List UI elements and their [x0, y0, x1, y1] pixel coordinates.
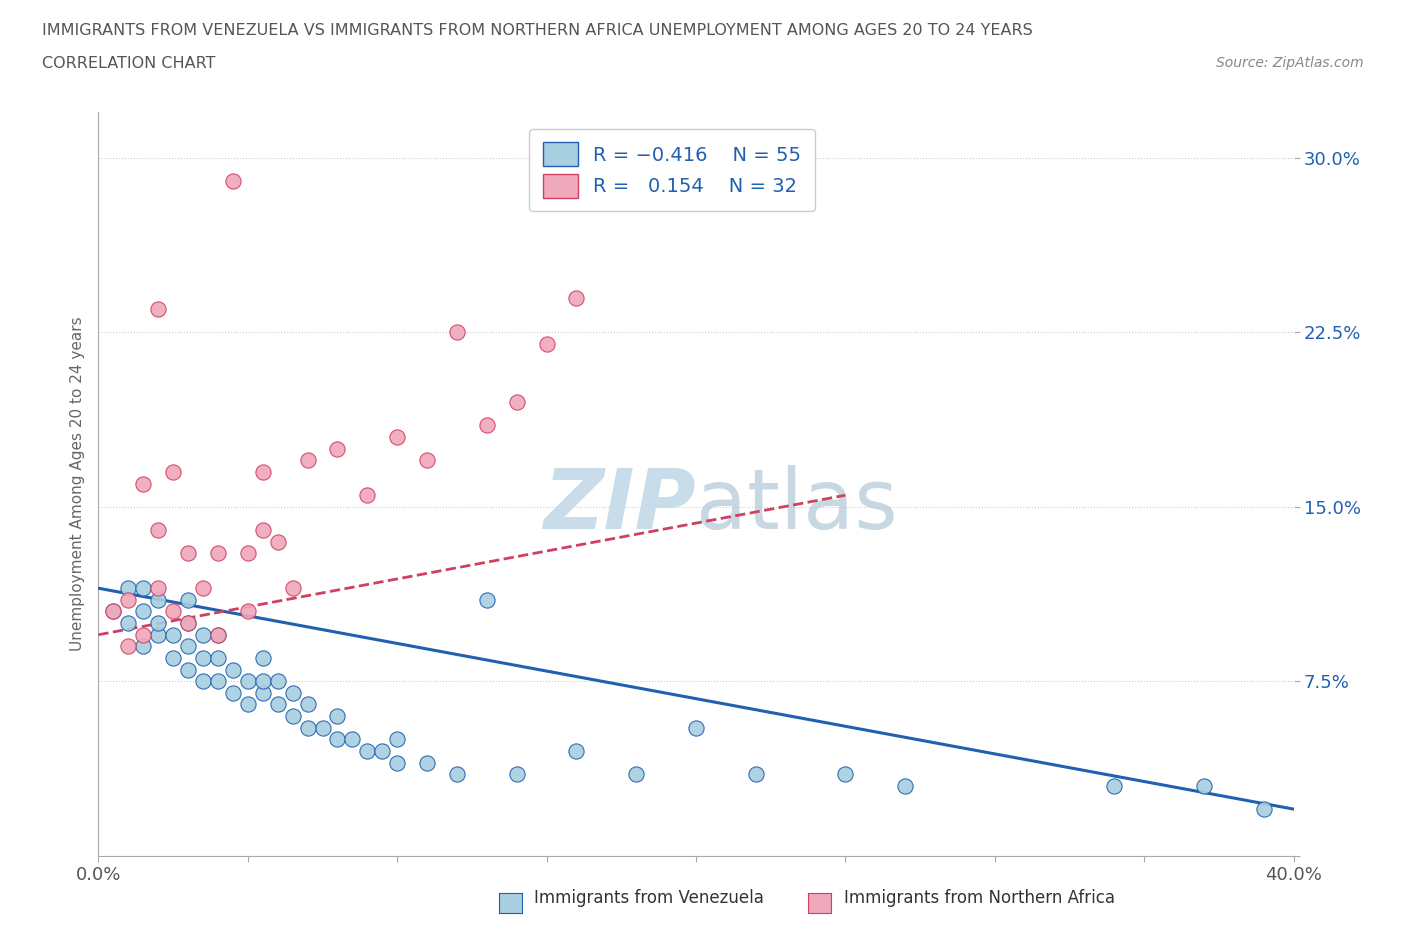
Point: [177, 616, 200, 631]
Point: [371, 744, 394, 759]
Point: [207, 673, 229, 688]
Point: [267, 698, 290, 712]
Text: CORRELATION CHART: CORRELATION CHART: [42, 56, 215, 71]
Point: [132, 476, 155, 491]
Point: [117, 592, 139, 607]
Text: IMMIGRANTS FROM VENEZUELA VS IMMIGRANTS FROM NORTHERN AFRICA UNEMPLOYMENT AMONG : IMMIGRANTS FROM VENEZUELA VS IMMIGRANTS …: [42, 23, 1033, 38]
Point: [475, 592, 498, 607]
Point: [506, 766, 529, 781]
Point: [117, 616, 139, 631]
Point: [148, 616, 170, 631]
Point: [297, 453, 319, 468]
Point: [148, 628, 170, 643]
Text: Source: ZipAtlas.com: Source: ZipAtlas.com: [1216, 56, 1364, 70]
Point: [1253, 802, 1275, 817]
Point: [565, 290, 588, 305]
Point: [745, 766, 768, 781]
Point: [132, 604, 155, 619]
Point: [356, 744, 378, 759]
Point: [385, 755, 409, 770]
Point: [191, 673, 214, 688]
Text: Immigrants from Venezuela: Immigrants from Venezuela: [534, 889, 763, 907]
Point: [103, 604, 125, 619]
Text: atlas: atlas: [696, 465, 897, 547]
Point: [326, 732, 349, 747]
Point: [565, 744, 588, 759]
Point: [894, 778, 917, 793]
Point: [685, 720, 707, 735]
Point: [536, 337, 558, 352]
Text: ZIP: ZIP: [543, 465, 696, 547]
Point: [191, 628, 214, 643]
Point: [311, 720, 333, 735]
Point: [236, 698, 259, 712]
Point: [267, 534, 290, 549]
Point: [252, 465, 274, 480]
Point: [252, 523, 274, 538]
Point: [191, 651, 214, 666]
Point: [297, 698, 319, 712]
Point: [236, 546, 259, 561]
Point: [834, 766, 856, 781]
Point: [326, 442, 349, 457]
Point: [297, 720, 319, 735]
Point: [626, 766, 648, 781]
Point: [506, 394, 529, 409]
Point: [177, 546, 200, 561]
Point: [132, 628, 155, 643]
Point: [475, 418, 498, 433]
Point: [162, 651, 184, 666]
Point: [385, 732, 409, 747]
Legend: R = −0.416    N = 55, R =   0.154    N = 32: R = −0.416 N = 55, R = 0.154 N = 32: [529, 128, 815, 211]
Point: [177, 639, 200, 654]
Point: [385, 430, 409, 445]
Point: [281, 580, 304, 596]
Point: [446, 766, 468, 781]
Point: [222, 685, 245, 700]
Point: [416, 453, 439, 468]
Point: [207, 628, 229, 643]
Point: [177, 662, 200, 677]
Point: [177, 592, 200, 607]
Point: [446, 326, 468, 340]
Point: [252, 651, 274, 666]
Point: [236, 673, 259, 688]
Point: [162, 628, 184, 643]
Point: [162, 465, 184, 480]
Text: Immigrants from Northern Africa: Immigrants from Northern Africa: [844, 889, 1115, 907]
Point: [236, 604, 259, 619]
Point: [148, 592, 170, 607]
Point: [222, 662, 245, 677]
Point: [132, 580, 155, 596]
Point: [281, 685, 304, 700]
Point: [1104, 778, 1126, 793]
Point: [281, 709, 304, 724]
Point: [222, 174, 245, 189]
Point: [356, 488, 378, 503]
Y-axis label: Unemployment Among Ages 20 to 24 years: Unemployment Among Ages 20 to 24 years: [69, 316, 84, 651]
Point: [207, 651, 229, 666]
Point: [267, 673, 290, 688]
Point: [207, 546, 229, 561]
Point: [148, 523, 170, 538]
Point: [177, 616, 200, 631]
Point: [252, 673, 274, 688]
Point: [1192, 778, 1215, 793]
Point: [416, 755, 439, 770]
Point: [148, 580, 170, 596]
Point: [103, 604, 125, 619]
Point: [191, 580, 214, 596]
Point: [132, 639, 155, 654]
Point: [117, 580, 139, 596]
Point: [207, 628, 229, 643]
Point: [326, 709, 349, 724]
Point: [342, 732, 364, 747]
Point: [162, 604, 184, 619]
Point: [148, 301, 170, 316]
Point: [252, 685, 274, 700]
Point: [117, 639, 139, 654]
